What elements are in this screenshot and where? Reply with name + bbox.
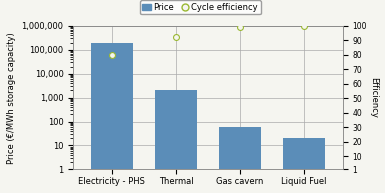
Bar [91,43,132,193]
Bar [283,138,325,193]
Y-axis label: Price (€/MWh storage capacity): Price (€/MWh storage capacity) [7,32,16,163]
Y-axis label: Efficiency: Efficiency [369,77,378,118]
Point [237,26,243,29]
Point [109,53,115,56]
Bar [155,91,197,193]
Point [173,36,179,39]
Point [301,24,307,27]
Bar [219,127,261,193]
Legend: Price, Cycle efficiency: Price, Cycle efficiency [140,0,261,14]
